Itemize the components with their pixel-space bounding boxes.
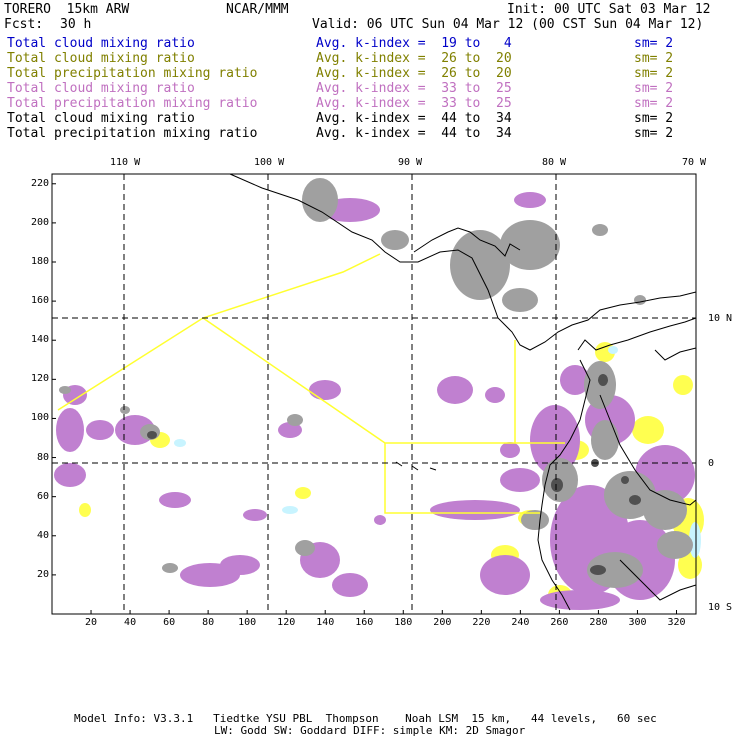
legend-smoothing: sm= 2 xyxy=(634,96,674,111)
legend-field: Total cloud mixing ratio xyxy=(7,111,195,126)
longitude-label: 100 W xyxy=(254,157,285,168)
y-grid-label: 160 xyxy=(31,295,50,307)
physics-info: LW: Godd SW: Goddard DIFF: simple KM: 2D… xyxy=(214,724,526,737)
latitude-label: 10 N xyxy=(708,313,733,324)
purple-cloud-field xyxy=(54,192,695,610)
graticule xyxy=(52,174,696,614)
legend-field: Total precipitation mixing ratio xyxy=(7,66,258,81)
init-time: Init: 00 UTC Sat 03 Mar 12 xyxy=(507,2,711,17)
legend-field: Total cloud mixing ratio xyxy=(7,81,195,96)
legend-smoothing: sm= 2 xyxy=(634,81,674,96)
y-grid-label: 200 xyxy=(31,216,50,228)
dark-cloud-cores xyxy=(147,374,641,575)
forecast-label: Fcst: xyxy=(4,17,44,32)
x-grid-label: 220 xyxy=(472,617,491,628)
latitude-label: 0 xyxy=(708,458,715,469)
y-grid-label: 220 xyxy=(31,177,50,189)
y-grid-label: 80 xyxy=(37,451,50,463)
legend-k-index: Avg. k-index = 33 to 25 xyxy=(316,96,512,111)
y-grid-label: 60 xyxy=(37,490,50,502)
model-title: TORERO 15km ARW xyxy=(4,2,130,17)
legend-k-index: Avg. k-index = 26 to 20 xyxy=(316,51,512,66)
y-grid-label: 40 xyxy=(37,529,50,541)
longitude-label: 110 W xyxy=(110,157,141,168)
legend-smoothing: sm= 2 xyxy=(634,51,674,66)
legend-k-index: Avg. k-index = 26 to 20 xyxy=(316,66,512,81)
longitude-label: 90 W xyxy=(398,157,423,168)
longitude-label: 80 W xyxy=(542,157,567,168)
legend-smoothing: sm= 2 xyxy=(634,111,674,126)
legend-field: Total precipitation mixing ratio xyxy=(7,126,258,141)
x-grid-label: 240 xyxy=(511,617,530,628)
x-grid-label: 60 xyxy=(163,617,176,628)
x-grid-label: 300 xyxy=(628,617,647,628)
x-grid-label: 100 xyxy=(238,617,257,628)
legend-k-index: Avg. k-index = 33 to 25 xyxy=(316,81,512,96)
x-grid-label: 140 xyxy=(316,617,335,628)
x-grid-label: 40 xyxy=(124,617,137,628)
axis-ticks xyxy=(52,183,677,614)
x-grid-label: 80 xyxy=(202,617,215,628)
cloud-fields xyxy=(54,178,704,610)
longitude-label: 70 W xyxy=(682,157,707,168)
legend-smoothing: sm= 2 xyxy=(634,36,674,51)
x-grid-label: 180 xyxy=(394,617,413,628)
x-grid-label: 320 xyxy=(667,617,686,628)
y-grid-label: 100 xyxy=(31,412,50,424)
x-grid-label: 200 xyxy=(433,617,452,628)
center-name: NCAR/MMM xyxy=(226,2,289,17)
model-info: Model Info: V3.3.1 Tiedtke YSU PBL Thomp… xyxy=(74,712,657,725)
legend-smoothing: sm= 2 xyxy=(634,66,674,81)
latitude-label: 10 S xyxy=(708,602,733,613)
y-grid-label: 120 xyxy=(31,373,50,385)
forecast-hour: 30 h xyxy=(60,17,92,32)
y-grid-label: 140 xyxy=(31,334,50,346)
legend-k-index: Avg. k-index = 44 to 34 xyxy=(316,111,512,126)
legend-k-index: Avg. k-index = 19 to 4 xyxy=(316,36,512,51)
legend-k-index: Avg. k-index = 44 to 34 xyxy=(316,126,512,141)
legend-smoothing: sm= 2 xyxy=(634,126,674,141)
valid-time: Valid: 06 UTC Sun 04 Mar 12 (00 CST Sun … xyxy=(312,17,704,32)
coastlines xyxy=(229,173,697,611)
x-grid-label: 20 xyxy=(85,617,98,628)
legend-field: Total cloud mixing ratio xyxy=(7,36,195,51)
x-grid-label: 120 xyxy=(277,617,296,628)
y-grid-label: 180 xyxy=(31,256,50,267)
x-grid-label: 280 xyxy=(589,617,608,628)
legend-field: Total cloud mixing ratio xyxy=(7,51,195,66)
domain-boundary xyxy=(57,253,565,514)
map-frame xyxy=(51,173,697,615)
x-grid-label: 260 xyxy=(550,617,569,628)
x-grid-label: 160 xyxy=(355,617,374,628)
y-grid-label: 20 xyxy=(37,568,50,580)
legend-field: Total precipitation mixing ratio xyxy=(7,96,258,111)
